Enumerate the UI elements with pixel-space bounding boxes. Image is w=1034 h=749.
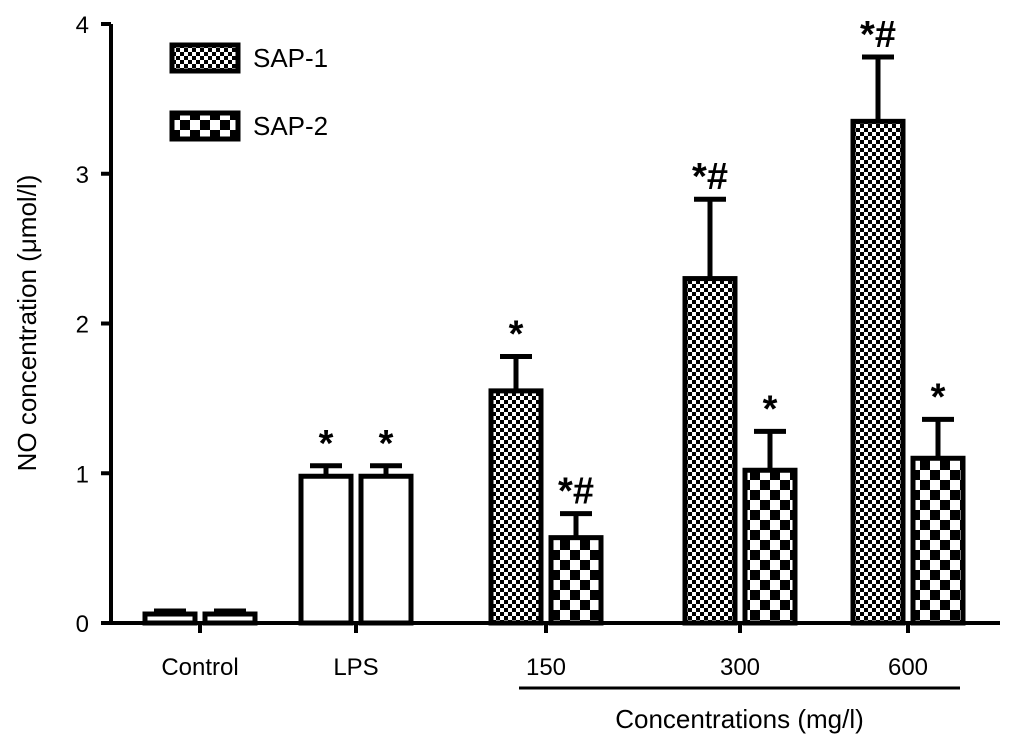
significance-label: *# bbox=[692, 156, 728, 198]
x-tick-label: Control bbox=[161, 654, 238, 681]
bar-sap-1-300 bbox=[682, 276, 738, 626]
axes: 0 1 2 3 4 Control LPS 150 300 600 bbox=[76, 12, 1000, 681]
significance-label: * bbox=[763, 388, 778, 430]
significance-label: * bbox=[379, 423, 394, 465]
legend-label-sap-1: SAP-1 bbox=[253, 43, 328, 73]
y-tick-label: 4 bbox=[76, 12, 89, 39]
x-tick-label: 600 bbox=[888, 654, 928, 681]
plot-area: * * * *# *# * *# * bbox=[142, 14, 966, 626]
bar-sap-1-lps bbox=[298, 473, 354, 626]
significance-label: *# bbox=[558, 471, 594, 513]
bar-sap-2-300 bbox=[742, 467, 798, 626]
x-tick-label: 150 bbox=[526, 654, 566, 681]
x-tick-label: LPS bbox=[333, 654, 378, 681]
significance-label: * bbox=[319, 423, 334, 465]
y-tick-label: 3 bbox=[76, 162, 89, 189]
y-tick-label: 2 bbox=[76, 312, 89, 339]
significance-labels-group: * * * *# *# * *# * bbox=[319, 14, 946, 513]
bar-sap-2-lps bbox=[358, 473, 414, 626]
bar-sap-1-150 bbox=[488, 388, 544, 626]
error-bars-group bbox=[154, 54, 954, 615]
significance-label: * bbox=[931, 376, 946, 418]
bars-group bbox=[142, 118, 966, 626]
legend-label-sap-2: SAP-2 bbox=[253, 111, 328, 141]
significance-label: *# bbox=[860, 14, 896, 56]
bar-sap-2-150 bbox=[548, 535, 604, 626]
legend: SAP-1 SAP-2 bbox=[169, 42, 328, 142]
x-tick-label: 300 bbox=[720, 654, 760, 681]
bar-sap-1-600 bbox=[850, 118, 906, 626]
legend-swatch-sap-2 bbox=[169, 110, 241, 142]
legend-swatch-sap-1 bbox=[169, 42, 241, 74]
y-tick-label: 0 bbox=[76, 611, 89, 638]
x-ticks-group: Control LPS 150 300 600 bbox=[161, 623, 928, 681]
bar-sap-2-600 bbox=[910, 455, 966, 626]
y-axis-title: NO concentration (μmol/l) bbox=[12, 175, 42, 472]
x-axis-title: Concentrations (mg/l) bbox=[615, 704, 864, 734]
y-ticks-group: 0 1 2 3 4 bbox=[76, 12, 111, 638]
significance-label: * bbox=[509, 313, 524, 355]
y-tick-label: 1 bbox=[76, 461, 89, 488]
